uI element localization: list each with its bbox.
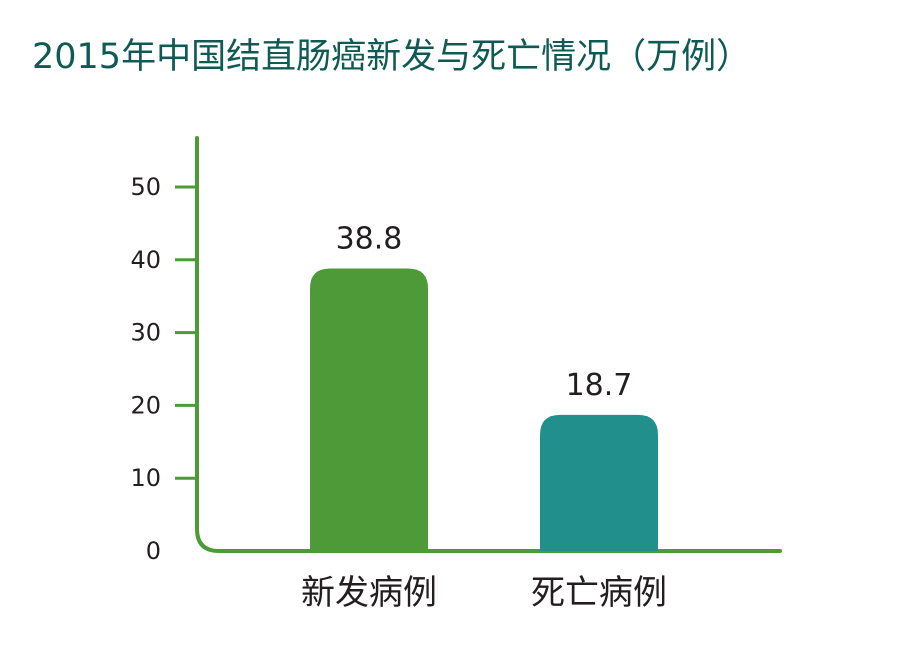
data-label: 18.7 <box>566 368 633 403</box>
bar <box>540 414 658 551</box>
y-tick-label: 10 <box>130 464 161 492</box>
chart-title: 2015年中国结直肠癌新发与死亡情况（万例） <box>32 37 752 77</box>
bar-layer <box>310 268 658 551</box>
y-tick-label: 40 <box>130 246 161 274</box>
y-tick-label: 30 <box>130 319 161 347</box>
data-label: 38.8 <box>336 222 403 257</box>
axis-layer <box>175 136 782 553</box>
y-tick-label: 0 <box>146 537 161 565</box>
x-tick-label: 新发病例 <box>301 573 437 613</box>
label-layer: 0 10 20 30 40 50 38.8 新发病例 18.7 死亡病例 <box>130 173 667 613</box>
bar <box>310 268 428 551</box>
y-tick-label: 50 <box>130 173 161 201</box>
axis-line <box>195 136 782 553</box>
x-tick-label: 死亡病例 <box>531 573 667 613</box>
y-tick-label: 20 <box>130 391 161 419</box>
